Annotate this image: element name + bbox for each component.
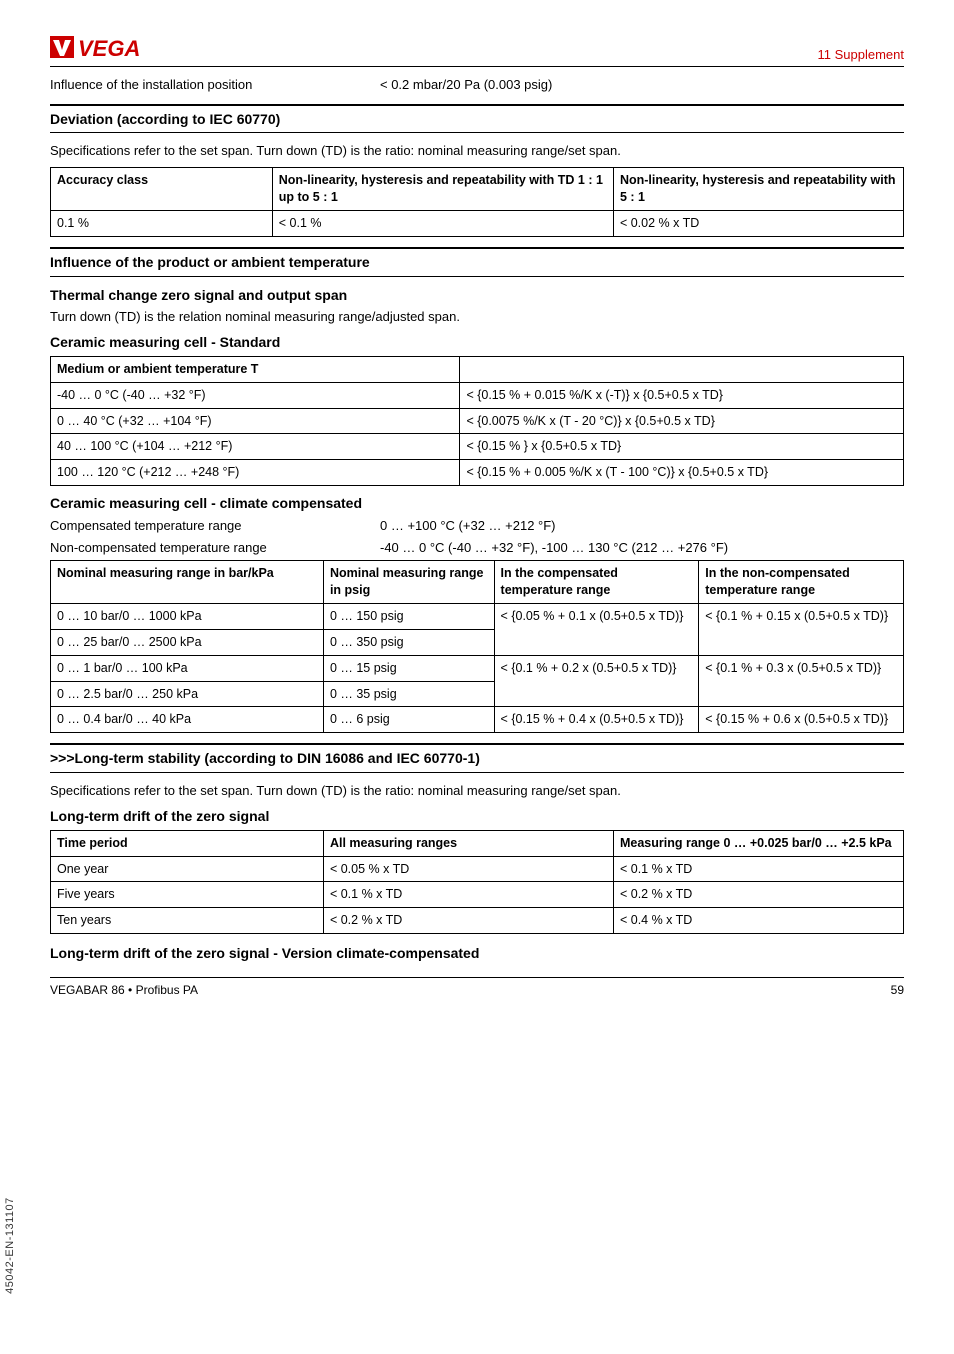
cell: 0 … 150 psig: [323, 603, 494, 629]
cell: 0.1 %: [51, 210, 273, 236]
cell: 0 … 40 °C (+32 … +104 °F): [51, 408, 460, 434]
footer-page: 59: [891, 982, 904, 998]
cc-table: Nominal measuring range in bar/kPa Nomin…: [50, 560, 904, 733]
cell: < {0.15 % + 0.4 x (0.5+0.5 x TD)}: [494, 707, 699, 733]
cell: < 0.1 %: [272, 210, 613, 236]
cell: 0 … 0.4 bar/0 … 40 kPa: [51, 707, 324, 733]
doc-id-vertical: 45042-EN-131107: [3, 1197, 18, 1294]
influence-intro: Turn down (TD) is the relation nominal m…: [50, 308, 904, 326]
vega-logo-icon: VEGA: [50, 30, 160, 64]
cell: 40 … 100 °C (+104 … +212 °F): [51, 434, 460, 460]
cell: < {0.1 % + 0.15 x (0.5+0.5 x TD)}: [699, 603, 904, 655]
cell: 0 … 10 bar/0 … 1000 kPa: [51, 603, 324, 629]
page-header: VEGA 11 Supplement: [50, 30, 904, 64]
cell: < 0.2 % x TD: [613, 882, 903, 908]
cell: 0 … 25 bar/0 … 2500 kPa: [51, 629, 324, 655]
install-label: Influence of the installation position: [50, 76, 380, 94]
cell: 0 … 350 psig: [323, 629, 494, 655]
cell: < {0.15 % + 0.005 %/K x (T - 100 °C)} x …: [460, 460, 904, 486]
cell: < 0.02 % x TD: [613, 210, 903, 236]
col-header: Accuracy class: [51, 167, 273, 210]
table-row: 0 … 0.4 bar/0 … 40 kPa 0 … 6 psig < {0.1…: [51, 707, 904, 733]
cell: 0 … 15 psig: [323, 655, 494, 681]
longterm-table: Time period All measuring ranges Measuri…: [50, 830, 904, 935]
section-rule: [50, 743, 904, 745]
table-row: Five years< 0.1 % x TD< 0.2 % x TD: [51, 882, 904, 908]
col-header: All measuring ranges: [323, 830, 613, 856]
table-row: 40 … 100 °C (+104 … +212 °F)< {0.15 % } …: [51, 434, 904, 460]
kv-label: Non-compensated temperature range: [50, 539, 380, 557]
col-header: In the compensated temperature range: [494, 561, 699, 604]
subsection-rule: [50, 772, 904, 773]
deviation-table: Accuracy class Non-linearity, hysteresis…: [50, 167, 904, 237]
brand-logo: VEGA: [50, 30, 160, 64]
section-rule: [50, 247, 904, 249]
col-header: Time period: [51, 830, 324, 856]
col-header: Measuring range 0 … +0.025 bar/0 … +2.5 …: [613, 830, 903, 856]
cell: 0 … 2.5 bar/0 … 250 kPa: [51, 681, 324, 707]
col-header: [460, 356, 904, 382]
drift-heading: Long-term drift of the zero signal: [50, 807, 904, 826]
longterm-intro: Specifications refer to the set span. Tu…: [50, 782, 904, 800]
col-header: In the non-compensated temperature range: [699, 561, 904, 604]
longterm-heading: >>>Long-term stability (according to DIN…: [50, 749, 904, 768]
cell: < {0.15 % } x {0.5+0.5 x TD}: [460, 434, 904, 460]
std-table: Medium or ambient temperature T -40 … 0 …: [50, 356, 904, 486]
cell: 0 … 6 psig: [323, 707, 494, 733]
std-cell-heading: Ceramic measuring cell - Standard: [50, 333, 904, 352]
deviation-intro: Specifications refer to the set span. Tu…: [50, 142, 904, 160]
cell: Five years: [51, 882, 324, 908]
comp-temp-row: Compensated temperature range 0 … +100 °…: [50, 517, 904, 535]
col-header: Medium or ambient temperature T: [51, 356, 460, 382]
table-row: -40 … 0 °C (-40 … +32 °F)< {0.15 % + 0.0…: [51, 382, 904, 408]
col-header: Non-linearity, hysteresis and repeatabil…: [613, 167, 903, 210]
cell: 0 … 1 bar/0 … 100 kPa: [51, 655, 324, 681]
cell: < 0.2 % x TD: [323, 908, 613, 934]
thermal-heading: Thermal change zero signal and output sp…: [50, 286, 904, 305]
subsection-rule: [50, 276, 904, 277]
table-row: Ten years< 0.2 % x TD< 0.4 % x TD: [51, 908, 904, 934]
header-rule: [50, 66, 904, 67]
col-header: Nominal measuring range in psig: [323, 561, 494, 604]
cell: -40 … 0 °C (-40 … +32 °F): [51, 382, 460, 408]
noncomp-temp-row: Non-compensated temperature range -40 … …: [50, 539, 904, 557]
col-header: Nominal measuring range in bar/kPa: [51, 561, 324, 604]
deviation-heading: Deviation (according to IEC 60770): [50, 110, 904, 129]
cell: < {0.15 % + 0.6 x (0.5+0.5 x TD)}: [699, 707, 904, 733]
kv-value: -40 … 0 °C (-40 … +32 °F), -100 … 130 °C…: [380, 539, 904, 557]
svg-text:VEGA: VEGA: [78, 36, 140, 61]
cc-heading: Ceramic measuring cell - climate compens…: [50, 494, 904, 513]
cell: < {0.05 % + 0.1 x (0.5+0.5 x TD)}: [494, 603, 699, 655]
kv-value: 0 … +100 °C (+32 … +212 °F): [380, 517, 904, 535]
cell: One year: [51, 856, 324, 882]
drift-cc-heading: Long-term drift of the zero signal - Ver…: [50, 944, 904, 963]
install-position-row: Influence of the installation position <…: [50, 76, 904, 94]
section-label: 11 Supplement: [818, 46, 905, 64]
col-header: Non-linearity, hysteresis and repeatabil…: [272, 167, 613, 210]
section-rule: [50, 104, 904, 106]
cell: 0 … 35 psig: [323, 681, 494, 707]
cell: Ten years: [51, 908, 324, 934]
cell: < {0.0075 %/K x (T - 20 °C)} x {0.5+0.5 …: [460, 408, 904, 434]
subsection-rule: [50, 132, 904, 133]
cell: < 0.1 % x TD: [613, 856, 903, 882]
cell: < 0.4 % x TD: [613, 908, 903, 934]
influence-heading: Influence of the product or ambient temp…: [50, 253, 904, 272]
cell: < 0.05 % x TD: [323, 856, 613, 882]
footer-product: VEGABAR 86 • Profibus PA: [50, 982, 198, 998]
table-row: One year< 0.05 % x TD< 0.1 % x TD: [51, 856, 904, 882]
table-row: 0 … 40 °C (+32 … +104 °F)< {0.0075 %/K x…: [51, 408, 904, 434]
table-row: 100 … 120 °C (+212 … +248 °F)< {0.15 % +…: [51, 460, 904, 486]
kv-label: Compensated temperature range: [50, 517, 380, 535]
cell: 100 … 120 °C (+212 … +248 °F): [51, 460, 460, 486]
table-row: 0.1 % < 0.1 % < 0.02 % x TD: [51, 210, 904, 236]
cell: < 0.1 % x TD: [323, 882, 613, 908]
table-row: 0 … 1 bar/0 … 100 kPa 0 … 15 psig < {0.1…: [51, 655, 904, 681]
cell: < {0.1 % + 0.2 x (0.5+0.5 x TD)}: [494, 655, 699, 707]
cell: < {0.1 % + 0.3 x (0.5+0.5 x TD)}: [699, 655, 904, 707]
cell: < {0.15 % + 0.015 %/K x (-T)} x {0.5+0.5…: [460, 382, 904, 408]
table-row: 0 … 10 bar/0 … 1000 kPa 0 … 150 psig < {…: [51, 603, 904, 629]
page-footer: VEGABAR 86 • Profibus PA 59: [50, 978, 904, 998]
install-value: < 0.2 mbar/20 Pa (0.003 psig): [380, 76, 904, 94]
